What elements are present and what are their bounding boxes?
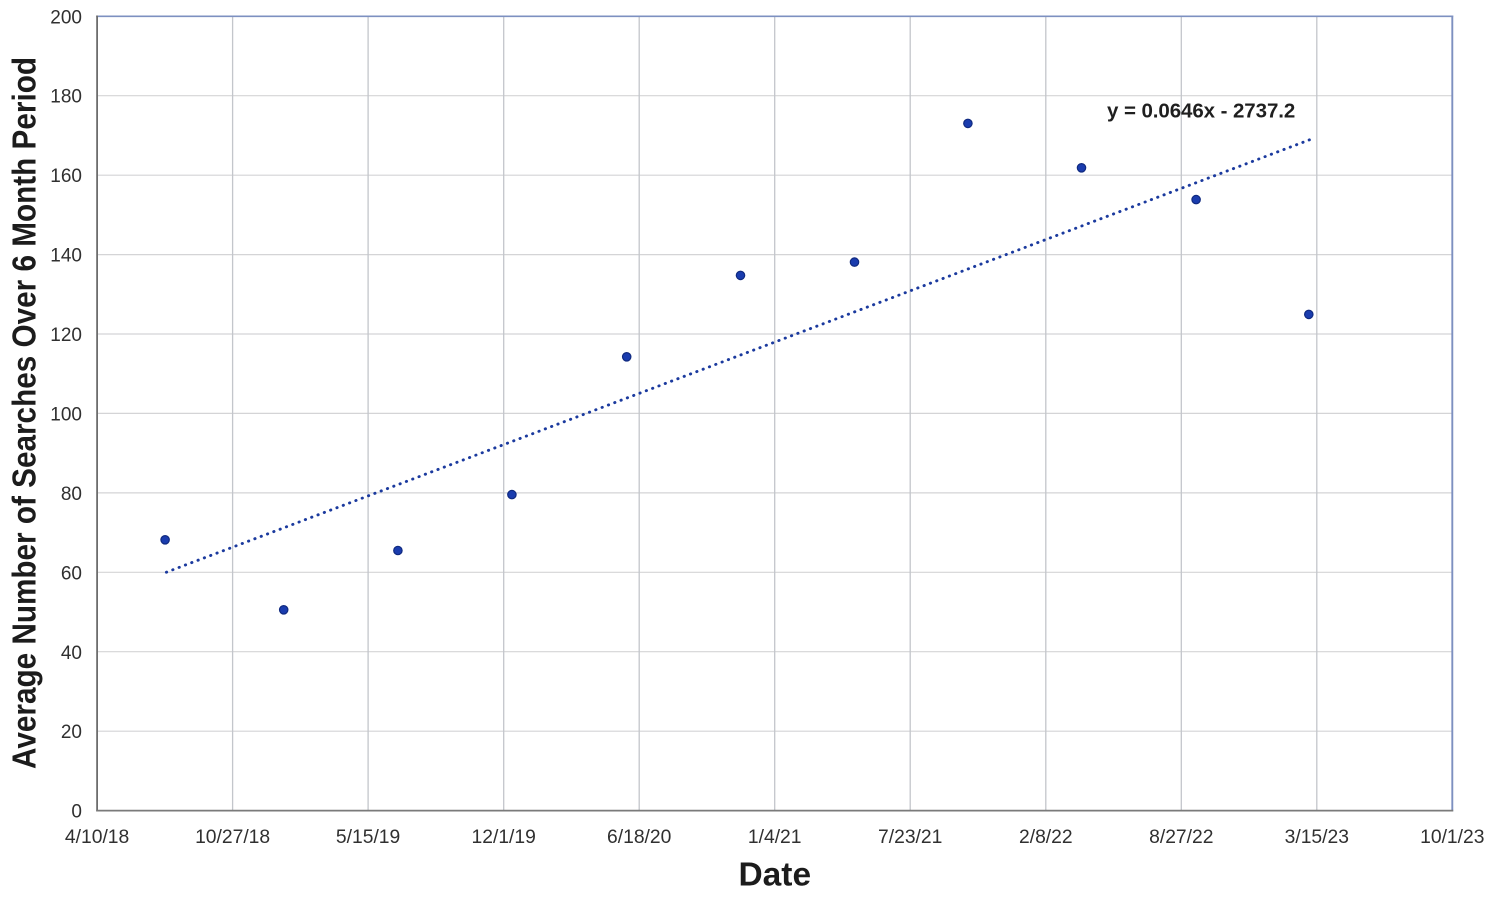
svg-text:140: 140 (50, 246, 82, 267)
svg-text:Average Number of Searches Ove: Average Number of Searches Over 6 Month … (6, 57, 43, 769)
svg-text:12/1/19: 12/1/19 (472, 827, 536, 848)
svg-text:10/27/18: 10/27/18 (195, 827, 270, 848)
svg-text:3/15/23: 3/15/23 (1285, 827, 1349, 848)
svg-text:Date: Date (738, 856, 811, 893)
svg-text:6/18/20: 6/18/20 (607, 827, 671, 848)
svg-text:40: 40 (61, 643, 82, 664)
svg-text:60: 60 (61, 563, 82, 584)
svg-text:180: 180 (50, 87, 82, 108)
svg-text:20: 20 (61, 722, 82, 743)
svg-text:y = 0.0646x - 2737.2: y = 0.0646x - 2737.2 (1107, 99, 1295, 122)
svg-text:8/27/22: 8/27/22 (1149, 827, 1213, 848)
svg-text:7/23/21: 7/23/21 (878, 827, 942, 848)
svg-text:0: 0 (71, 802, 82, 823)
svg-text:100: 100 (50, 404, 82, 425)
svg-text:80: 80 (61, 484, 82, 505)
svg-text:10/1/23: 10/1/23 (1420, 827, 1484, 848)
svg-text:1/4/21: 1/4/21 (748, 827, 802, 848)
svg-text:4/10/18: 4/10/18 (65, 827, 129, 848)
svg-text:160: 160 (50, 166, 82, 187)
svg-text:5/15/19: 5/15/19 (336, 827, 400, 848)
svg-text:2/8/22: 2/8/22 (1019, 827, 1073, 848)
svg-text:120: 120 (50, 325, 82, 346)
svg-text:200: 200 (50, 7, 82, 28)
